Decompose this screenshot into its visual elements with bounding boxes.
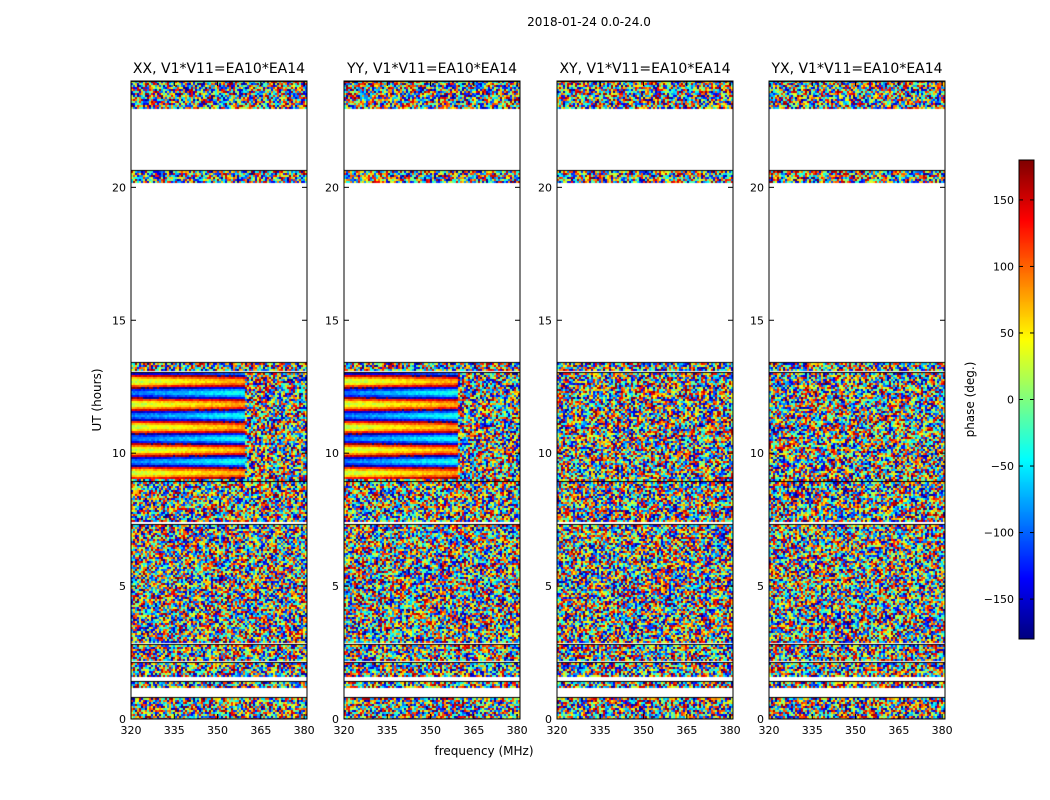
x-tick-label: 350 bbox=[420, 724, 441, 737]
y-tick-label: 20 bbox=[750, 181, 764, 194]
x-tick-label: 350 bbox=[845, 724, 866, 737]
colorbar-gradient bbox=[1019, 160, 1034, 639]
colorbar-tick-label: 0 bbox=[1007, 394, 1014, 407]
y-tick-label: 0 bbox=[119, 713, 126, 726]
y-tick-label: 5 bbox=[545, 580, 552, 593]
x-tick-label: 320 bbox=[547, 724, 568, 737]
panel-title: YX, V1*V11=EA10*EA14 bbox=[770, 61, 942, 77]
panel-title: XY, V1*V11=EA10*EA14 bbox=[559, 61, 730, 77]
x-tick-label: 380 bbox=[720, 724, 741, 737]
y-axis-label: UT (hours) bbox=[90, 368, 104, 431]
x-tick-label: 320 bbox=[121, 724, 142, 737]
y-tick-label: 20 bbox=[112, 181, 126, 194]
panel-title: YY, V1*V11=EA10*EA14 bbox=[346, 61, 517, 77]
x-axis-label: frequency (MHz) bbox=[434, 744, 533, 758]
panel-2: YY, V1*V11=EA10*EA14 320 335 350 365 380 0 5 10 1… bbox=[325, 61, 534, 758]
x-tick-label: 380 bbox=[932, 724, 953, 737]
colorbar-tick-label: 50 bbox=[1000, 327, 1014, 340]
plot-frame bbox=[130, 80, 308, 720]
phase-heatmap-image bbox=[557, 81, 733, 719]
colorbar-tick-label: −150 bbox=[984, 593, 1014, 606]
y-tick-label: 10 bbox=[750, 447, 764, 460]
y-tick-label: 15 bbox=[112, 314, 126, 327]
panel-3: XY, V1*V11=EA10*EA14 320 335 350 365 380 0 5 10 1… bbox=[538, 61, 741, 737]
y-tick-label: 5 bbox=[757, 580, 764, 593]
y-tick-label: 20 bbox=[325, 181, 339, 194]
x-tick-label: 335 bbox=[377, 724, 398, 737]
y-tick-label: 15 bbox=[538, 314, 552, 327]
colorbar-tick-label: 100 bbox=[993, 260, 1014, 273]
colorbar-tick-label: 150 bbox=[993, 194, 1014, 207]
x-tick-label: 350 bbox=[207, 724, 228, 737]
phase-heatmap-image bbox=[769, 81, 945, 719]
x-tick-label: 365 bbox=[250, 724, 271, 737]
panel-4: YX, V1*V11=EA10*EA14 320 335 350 365 380 0 5 10 1… bbox=[750, 61, 953, 737]
x-tick-label: 380 bbox=[294, 724, 315, 737]
y-tick-label: 15 bbox=[750, 314, 764, 327]
y-tick-label: 20 bbox=[538, 181, 552, 194]
x-tick-label: 365 bbox=[463, 724, 484, 737]
x-tick-label: 320 bbox=[759, 724, 780, 737]
figure-suptitle: 2018-01-24 0.0-24.0 bbox=[527, 15, 651, 29]
colorbar-label: phase (deg.) bbox=[963, 362, 977, 438]
panel-title: XX, V1*V11=EA10*EA14 bbox=[133, 61, 305, 77]
x-tick-label: 380 bbox=[507, 724, 528, 737]
x-tick-label: 320 bbox=[334, 724, 355, 737]
y-tick-label: 10 bbox=[538, 447, 552, 460]
plot-frame bbox=[343, 80, 521, 720]
y-tick-label: 0 bbox=[545, 713, 552, 726]
phase-heatmap-image bbox=[344, 81, 520, 719]
y-tick-label: 5 bbox=[332, 580, 339, 593]
plot-frame bbox=[556, 80, 734, 720]
plot-frame bbox=[768, 80, 946, 720]
x-tick-label: 365 bbox=[888, 724, 909, 737]
y-tick-label: 0 bbox=[332, 713, 339, 726]
colorbar-tick-label: −50 bbox=[991, 460, 1014, 473]
y-tick-label: 10 bbox=[325, 447, 339, 460]
y-tick-label: 10 bbox=[112, 447, 126, 460]
panel-1: XX, V1*V11=EA10*EA14 320 335 350 365 380 0 5 10 1… bbox=[90, 61, 315, 737]
y-tick-label: 0 bbox=[757, 713, 764, 726]
colorbar-tick-label: −100 bbox=[984, 527, 1014, 540]
panels: XX, V1*V11=EA10*EA14 320 335 350 365 380 0 5 10 1… bbox=[90, 61, 953, 758]
x-tick-label: 335 bbox=[164, 724, 185, 737]
colorbar: 150 100 50 0 −50 −100 −150 phase (deg.) bbox=[963, 159, 1035, 640]
y-tick-label: 5 bbox=[119, 580, 126, 593]
x-tick-label: 350 bbox=[633, 724, 654, 737]
y-tick-label: 15 bbox=[325, 314, 339, 327]
phase-heatmap-image bbox=[131, 81, 307, 719]
x-tick-label: 335 bbox=[590, 724, 611, 737]
x-tick-label: 335 bbox=[802, 724, 823, 737]
x-tick-label: 365 bbox=[676, 724, 697, 737]
